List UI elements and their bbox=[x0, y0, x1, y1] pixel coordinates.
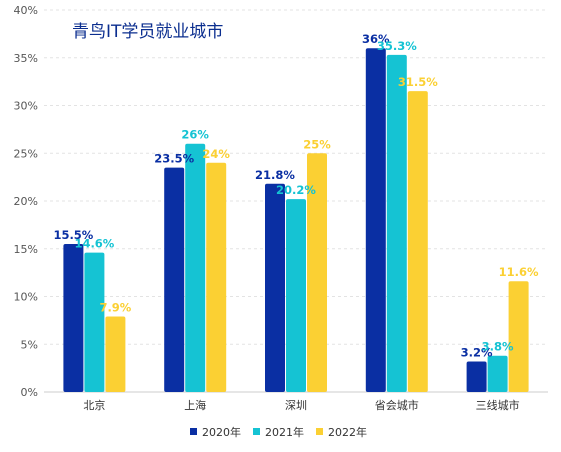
bar-3-3 bbox=[307, 153, 327, 392]
y-tick-label: 25% bbox=[14, 147, 38, 160]
data-label: 31.5% bbox=[398, 75, 438, 89]
data-label: 35.3% bbox=[377, 39, 417, 53]
data-label: 3.8% bbox=[482, 340, 514, 354]
legend-swatch bbox=[253, 428, 260, 435]
bar-3-2 bbox=[206, 162, 227, 392]
x-tick-label: 上海 bbox=[184, 398, 206, 412]
x-tick-label: 省会城市 bbox=[375, 398, 419, 412]
bar-2-4 bbox=[386, 54, 407, 392]
legend-swatch bbox=[190, 428, 197, 435]
bar-3-5 bbox=[508, 281, 529, 392]
y-tick-label: 5% bbox=[21, 338, 38, 351]
data-label: 11.6% bbox=[499, 265, 539, 279]
data-label: 20.2% bbox=[276, 183, 316, 197]
data-label: 23.5% bbox=[154, 152, 194, 166]
bar-2-2 bbox=[185, 143, 206, 392]
y-tick-label: 15% bbox=[14, 243, 38, 256]
legend-label: 2022年 bbox=[328, 425, 367, 439]
axes: 0% 5% 10% 15% 20% 25% 30% 35% 40% 北京 上海 深圳 省会城市 三线城市 bbox=[14, 4, 548, 412]
x-tick-label: 深圳 bbox=[285, 399, 307, 412]
data-label: 7.9% bbox=[99, 301, 131, 315]
x-tick-label: 三线城市 bbox=[476, 398, 520, 412]
data-label: 15.5% bbox=[53, 228, 93, 242]
bar-1-2 bbox=[164, 167, 185, 392]
legend-item[interactable]: 2020年 bbox=[190, 425, 241, 439]
data-label: 14.6% bbox=[74, 237, 114, 251]
legend-swatch bbox=[316, 428, 323, 435]
bar-2-1 bbox=[84, 252, 105, 392]
chart-title: 青鸟IT学员就业城市 bbox=[72, 22, 223, 42]
data-label: 36% bbox=[362, 32, 390, 46]
data-label: 25% bbox=[303, 137, 331, 151]
bar-1-5 bbox=[466, 361, 487, 392]
y-tick-label: 20% bbox=[14, 195, 38, 208]
legend-label: 2020年 bbox=[202, 425, 241, 439]
legend-label: 2021年 bbox=[265, 425, 304, 439]
x-tick-label: 北京 bbox=[83, 398, 105, 412]
bar-3-1 bbox=[105, 316, 126, 392]
data-labels: 15.5%14.6% 7.9% 23.5% 26% 24% 21.8%20.2% 25% 36… bbox=[53, 32, 539, 359]
bar-3-4 bbox=[407, 91, 428, 393]
legend-item[interactable]: 2022年 bbox=[316, 425, 367, 439]
y-tick-label: 40% bbox=[14, 4, 38, 17]
bar-2-3 bbox=[286, 199, 306, 392]
bar-1-1 bbox=[63, 243, 84, 392]
bars bbox=[63, 48, 529, 393]
data-label: 3.2% bbox=[461, 345, 493, 359]
y-tick-label: 30% bbox=[14, 100, 38, 113]
bar-1-4 bbox=[365, 48, 386, 392]
y-tick-label: 10% bbox=[14, 291, 38, 304]
bar-2-5 bbox=[487, 355, 508, 392]
data-label: 24% bbox=[202, 147, 230, 161]
bar-1-3 bbox=[265, 183, 285, 392]
y-tick-label: 35% bbox=[14, 52, 38, 65]
legend: 2020年 2021年 2022年 bbox=[190, 425, 367, 439]
data-label: 26% bbox=[181, 128, 209, 142]
legend-item[interactable]: 2021年 bbox=[253, 425, 304, 439]
data-label: 21.8% bbox=[255, 168, 295, 182]
y-tick-label: 0% bbox=[21, 386, 38, 399]
